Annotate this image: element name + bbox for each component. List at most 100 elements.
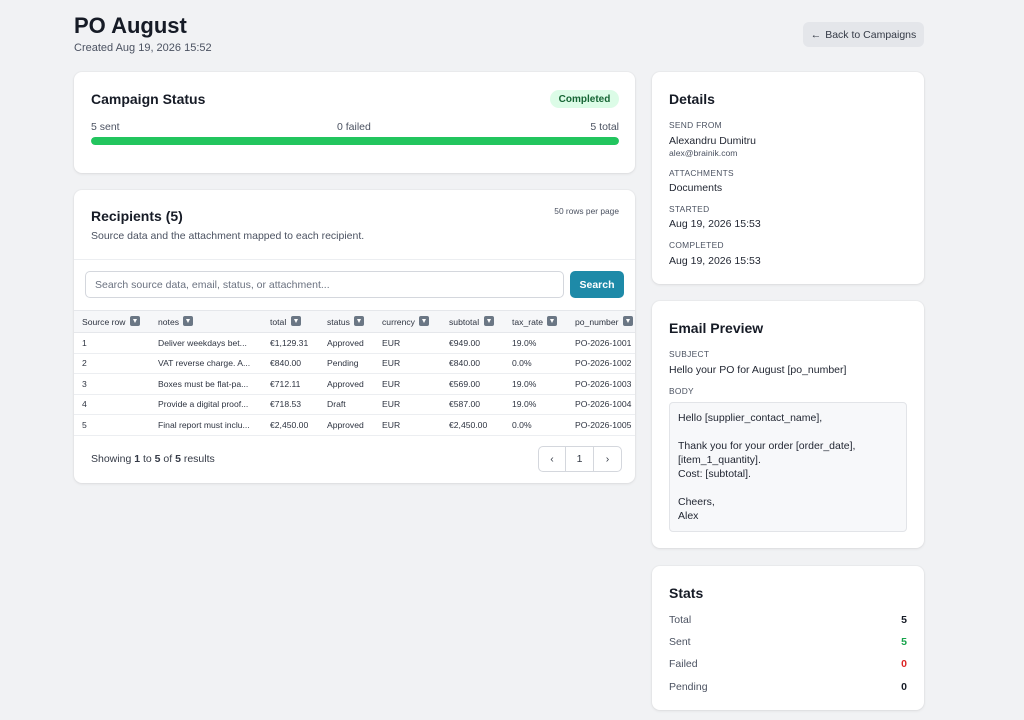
table-cell: EUR [374,373,441,395]
sort-icon[interactable] [183,316,194,326]
table-cell: €840.00 [441,353,504,374]
divider [74,259,635,260]
table-cell: €2,450.00 [262,414,319,436]
recipients-table: Source row notes total status currency s… [74,310,635,436]
subject-value: Hello your PO for August [po_number] [669,364,847,376]
stat-label: Sent [669,636,691,648]
stat-value: 5 [901,636,907,648]
started-value: Aug 19, 2026 15:53 [669,218,761,230]
sort-icon[interactable] [290,316,301,326]
stat-total: Total 5 [669,614,907,626]
completed-value: Aug 19, 2026 15:53 [669,255,761,267]
column-header[interactable]: po_number [567,310,635,333]
stat-value: 0 [901,681,907,693]
details-title: Details [669,91,715,107]
send-from-label: SEND FROM [669,120,722,130]
column-header[interactable]: status [319,310,374,333]
sort-icon[interactable] [622,316,633,326]
table-cell: EUR [374,394,441,415]
table-cell: PO-2026-1005 [567,414,635,436]
stat-failed: Failed 0 [669,658,907,670]
table-cell: VAT reverse charge. A... [150,353,262,374]
table-cell: Deliver weekdays bet... [150,332,262,354]
table-cell: Approved [319,332,374,354]
sent-count: 5 sent [91,121,120,133]
stat-label: Pending [669,681,708,693]
column-header-label: Source row [82,317,126,327]
search-input[interactable] [85,271,564,298]
completed-label: COMPLETED [669,240,724,250]
stat-sent: Sent 5 [669,636,907,648]
chevron-right-icon: › [605,453,610,465]
table-row[interactable]: 4 Provide a digital proof... €718.53 Draft E… [74,394,635,415]
page-number-button[interactable]: 1 [566,447,594,471]
stats-card [652,566,924,710]
recipients-subtitle: Source data and the attachment mapped to… [91,230,365,242]
total-count: 5 total [590,121,619,133]
failed-count: 0 failed [337,121,371,133]
summary-to: 5 [154,453,161,465]
summary-text: results [180,453,215,465]
table-row[interactable]: 2 VAT reverse charge. A... €840.00 Pending E… [74,353,635,374]
send-from-name: Alexandru Dumitru [669,135,756,147]
sort-icon[interactable] [129,316,140,326]
stat-pending: Pending 0 [669,681,907,693]
table-cell: Provide a digital proof... [150,394,262,415]
stats-title: Stats [669,585,704,601]
table-cell: 5 [74,414,150,436]
column-header[interactable]: currency [374,310,441,333]
subject-label: SUBJECT [669,349,710,359]
next-page-button[interactable]: › [594,447,621,471]
sort-icon[interactable] [354,316,365,326]
table-cell: €712.11 [262,373,319,395]
column-header[interactable]: subtotal [441,310,504,333]
table-cell: Boxes must be flat-pa... [150,373,262,395]
progress-bar [91,137,619,145]
created-timestamp: Created Aug 19, 2026 15:52 [74,42,212,54]
column-header[interactable]: Source row [74,310,150,333]
stat-value: 5 [901,614,907,626]
table-cell: Draft [319,394,374,415]
table-cell: 4 [74,394,150,415]
attachments-label: ATTACHMENTS [669,168,734,178]
table-cell: Final report must inclu... [150,414,262,436]
table-cell: 19.0% [504,332,567,354]
table-cell: €2,450.00 [441,414,504,436]
stat-label: Failed [669,658,698,670]
table-row[interactable]: 5 Final report must inclu... €2,450.00 Appr… [74,414,635,436]
sort-icon[interactable] [547,316,558,326]
table-cell: 1 [74,332,150,354]
sort-icon[interactable] [483,316,494,326]
email-body-preview: Hello [supplier_contact_name], Thank you… [669,402,907,532]
table-row[interactable]: 1 Deliver weekdays bet... €1,129.31 Approve… [74,332,635,354]
table-row[interactable]: 3 Boxes must be flat-pa... €712.11 Approved… [74,373,635,395]
table-cell: 2 [74,353,150,374]
column-header-label: subtotal [449,317,480,327]
table-cell: Approved [319,414,374,436]
attachments-value: Documents [669,182,723,194]
column-header-label: total [270,317,287,327]
table-cell: PO-2026-1002 [567,353,635,374]
table-header-row: Source row notes total status currency s… [74,310,635,333]
table-cell: 19.0% [504,373,567,395]
back-button-label: Back to Campaigns [825,28,917,41]
prev-page-button[interactable]: ‹ [539,447,566,471]
status-badge: Completed [550,90,619,108]
search-button[interactable]: Search [570,271,624,298]
back-to-campaigns-button[interactable]: ← Back to Campaigns [803,22,924,47]
page-title: PO August [74,13,187,38]
column-header[interactable]: tax_rate [504,310,567,333]
email-preview-title: Email Preview [669,320,764,336]
started-label: STARTED [669,204,710,214]
table-cell: PO-2026-1004 [567,394,635,415]
column-header[interactable]: total [262,310,319,333]
column-header[interactable]: notes [150,310,262,333]
table-cell: EUR [374,414,441,436]
table-cell: EUR [374,353,441,374]
column-header-label: po_number [575,317,619,327]
summary-text: to [140,453,155,465]
summary-from: 1 [134,453,141,465]
table-cell: PO-2026-1003 [567,373,635,395]
sort-icon[interactable] [419,316,430,326]
stat-label: Total [669,614,692,626]
